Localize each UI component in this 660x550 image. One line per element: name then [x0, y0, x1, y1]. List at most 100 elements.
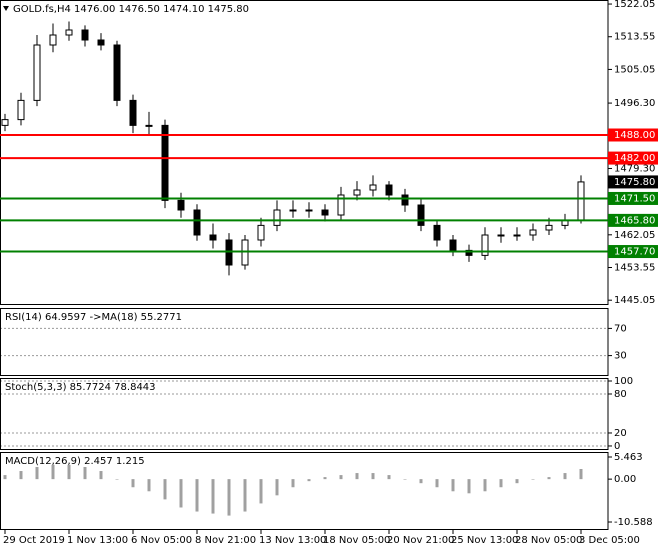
histogram-bar — [483, 479, 487, 492]
candle-body — [209, 234, 217, 241]
y-tick-label: 80 — [614, 389, 627, 400]
panel-title: GOLD.fs,H4 1476.00 1476.50 1474.10 1475.… — [13, 4, 249, 15]
candle-body — [513, 234, 521, 237]
histogram-bar — [179, 479, 183, 508]
histogram-bar — [355, 473, 359, 480]
x-tick-label: 20 Nov 21:00 — [387, 535, 454, 546]
panel — [0, 380, 608, 447]
histogram-bar — [227, 479, 231, 516]
histogram-bar — [131, 479, 135, 488]
histogram-bar — [387, 475, 391, 480]
histogram-bar — [67, 464, 71, 480]
candle-body — [257, 224, 265, 241]
menu-icon — [3, 6, 9, 11]
candle-body — [97, 39, 105, 46]
level-label-box — [608, 213, 658, 227]
histogram-bar — [579, 469, 583, 480]
candle-body — [433, 224, 441, 241]
panel-frame — [0, 452, 609, 530]
x-tick-label: 3 Dec 05:00 — [579, 535, 640, 546]
x-tick-label: 29 Oct 2019 — [3, 535, 65, 546]
histogram-bar — [163, 479, 167, 500]
last-price-label: 1475.80 — [614, 177, 655, 188]
candle-body — [497, 234, 505, 237]
histogram-bar — [275, 479, 279, 496]
y-tick-label: 5.463 — [614, 452, 643, 463]
candle-body — [353, 189, 361, 196]
candle-body — [321, 209, 329, 216]
candle-body — [545, 224, 553, 231]
y-tick-label: 1462.05 — [614, 230, 655, 241]
candle-body — [289, 209, 297, 212]
histogram-bar — [147, 479, 151, 492]
x-tick-label: 18 Nov 05:00 — [323, 535, 390, 546]
panel-frame — [0, 308, 609, 376]
candle-body — [49, 34, 57, 46]
candle-body — [129, 99, 137, 126]
histogram-bar — [403, 479, 407, 480]
x-tick-label: 28 Nov 05:00 — [515, 535, 582, 546]
candle-body — [369, 184, 377, 191]
candle-body — [449, 239, 457, 251]
y-tick-label: 1445.05 — [614, 295, 655, 306]
histogram-bar — [259, 479, 263, 504]
x-tick-label: 6 Nov 05:00 — [131, 535, 192, 546]
candle-body — [465, 249, 473, 256]
candle-body — [81, 29, 89, 41]
level-label: 1482.00 — [614, 153, 655, 164]
y-tick-label: 100 — [614, 376, 633, 387]
candle-body — [417, 204, 425, 226]
histogram-bar — [291, 479, 295, 488]
candle-body — [113, 44, 121, 101]
histogram-bar — [323, 477, 327, 480]
y-tick-label: 30 — [614, 351, 627, 362]
histogram-bar — [371, 473, 375, 480]
panel — [3, 464, 583, 516]
candle-body — [337, 194, 345, 216]
histogram-bar — [19, 471, 23, 480]
y-tick-label: -10.588 — [614, 517, 653, 528]
histogram-bar — [499, 479, 503, 488]
candle-body — [17, 99, 25, 121]
level-label: 1457.70 — [614, 247, 655, 258]
y-tick-label: 0 — [614, 441, 620, 452]
histogram-bar — [99, 471, 103, 480]
last-price-box — [608, 175, 658, 189]
histogram-bar — [115, 479, 119, 480]
level-label: 1471.50 — [614, 193, 655, 204]
histogram-bar — [563, 473, 567, 480]
x-tick-label: 8 Nov 21:00 — [195, 535, 256, 546]
panel-title: RSI(14) 64.9597 ->MA(18) 55.2771 — [5, 312, 182, 323]
histogram-bar — [243, 479, 247, 512]
candle-body — [385, 184, 393, 196]
y-tick-label: 1522.05 — [614, 0, 655, 10]
candle-body — [145, 124, 153, 127]
histogram-bar — [339, 475, 343, 480]
candle-body — [529, 229, 537, 236]
histogram-bar — [195, 479, 199, 512]
panel-frame — [0, 378, 609, 450]
panel-title: Stoch(5,3,3) 85.7724 78.8443 — [5, 382, 156, 393]
y-tick-label: 0.00 — [614, 474, 636, 485]
x-tick-label: 1 Nov 13:00 — [67, 535, 128, 546]
level-label-box — [608, 191, 658, 205]
level-label-box — [608, 128, 658, 142]
y-tick-label: 1479.30 — [614, 163, 655, 174]
candle-body — [577, 181, 585, 221]
x-tick-label: 25 Nov 13:00 — [451, 535, 518, 546]
histogram-bar — [467, 479, 471, 494]
histogram-bar — [531, 479, 535, 480]
candle-body — [177, 199, 185, 211]
y-tick-label: 1513.55 — [614, 32, 655, 43]
histogram-bar — [307, 479, 311, 482]
panel — [1, 21, 585, 276]
candle-body — [273, 209, 281, 226]
histogram-bar — [547, 477, 551, 480]
level-label: 1465.80 — [614, 215, 655, 226]
candle-body — [305, 209, 313, 212]
y-tick-label: 70 — [614, 323, 627, 334]
candle-body — [161, 124, 169, 201]
histogram-bar — [515, 479, 519, 484]
